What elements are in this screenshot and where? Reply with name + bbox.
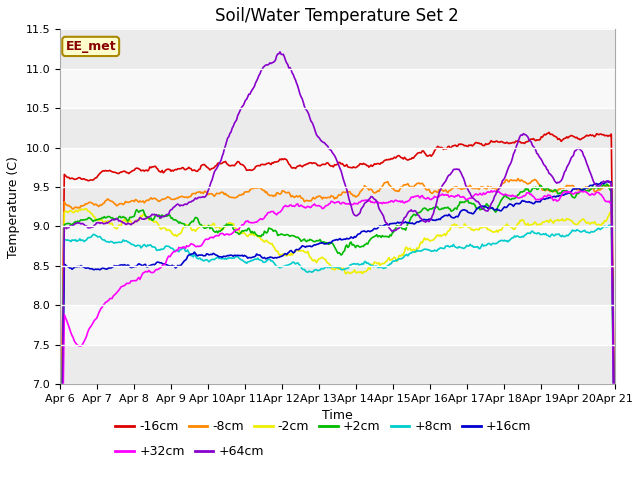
-2cm [324, 260, 332, 266]
-8cm [356, 189, 364, 195]
-2cm [387, 257, 395, 263]
-8cm [386, 183, 394, 189]
+8cm [356, 262, 364, 267]
+8cm [511, 233, 518, 239]
-8cm [598, 185, 606, 191]
+64cm [276, 49, 284, 55]
X-axis label: Time: Time [322, 409, 353, 422]
Title: Soil/Water Temperature Set 2: Soil/Water Temperature Set 2 [215, 7, 459, 25]
-16cm [386, 156, 394, 162]
+32cm [598, 193, 606, 199]
Bar [60, 227, 614, 266]
+16cm [611, 462, 618, 468]
Line: -16cm: -16cm [60, 132, 614, 480]
-2cm [611, 479, 618, 480]
+16cm [386, 221, 394, 227]
+16cm [597, 180, 605, 185]
+8cm [597, 226, 605, 231]
+8cm [323, 264, 330, 270]
-16cm [319, 161, 327, 167]
+2cm [597, 185, 605, 191]
Bar [60, 108, 614, 147]
+32cm [319, 205, 327, 211]
Bar [60, 147, 614, 187]
-16cm [323, 160, 330, 166]
-2cm [512, 225, 520, 230]
+16cm [319, 240, 327, 246]
Line: +16cm: +16cm [60, 181, 614, 480]
Y-axis label: Temperature (C): Temperature (C) [7, 156, 20, 258]
Text: EE_met: EE_met [65, 40, 116, 53]
-8cm [323, 195, 330, 201]
-2cm [81, 206, 89, 212]
Bar [60, 69, 614, 108]
+32cm [356, 199, 364, 205]
-8cm [514, 176, 522, 181]
-16cm [545, 130, 553, 135]
Legend: +32cm, +64cm: +32cm, +64cm [111, 440, 269, 463]
Line: +2cm: +2cm [60, 184, 614, 480]
Line: -2cm: -2cm [60, 209, 614, 480]
+64cm [611, 462, 618, 468]
+2cm [611, 469, 618, 475]
-16cm [511, 140, 518, 145]
+32cm [611, 474, 618, 480]
Line: +8cm: +8cm [60, 225, 614, 480]
+64cm [387, 228, 395, 233]
Bar [60, 305, 614, 345]
-16cm [598, 132, 606, 138]
+64cm [321, 140, 328, 145]
+16cm [603, 179, 611, 184]
+8cm [386, 261, 394, 267]
-2cm [357, 269, 365, 275]
+2cm [511, 195, 518, 201]
+64cm [357, 206, 365, 212]
Bar [60, 266, 614, 305]
+16cm [323, 241, 330, 247]
+64cm [512, 145, 520, 151]
+32cm [512, 193, 520, 199]
Bar [60, 345, 614, 384]
-8cm [611, 464, 618, 469]
Line: +64cm: +64cm [60, 52, 614, 480]
Line: +32cm: +32cm [60, 191, 614, 480]
+64cm [324, 144, 332, 149]
+16cm [356, 231, 364, 237]
+32cm [488, 188, 495, 193]
-8cm [511, 178, 518, 183]
-8cm [319, 194, 327, 200]
+32cm [323, 203, 330, 208]
+2cm [603, 181, 611, 187]
-16cm [611, 432, 618, 437]
+2cm [386, 232, 394, 238]
+64cm [598, 180, 606, 185]
+2cm [323, 240, 330, 245]
+2cm [319, 239, 327, 245]
-2cm [598, 220, 606, 226]
Bar [60, 29, 614, 69]
Line: -8cm: -8cm [60, 179, 614, 480]
+8cm [319, 266, 327, 272]
+8cm [607, 222, 615, 228]
+32cm [386, 199, 394, 205]
-16cm [356, 161, 364, 167]
Bar [60, 187, 614, 227]
+2cm [356, 244, 364, 250]
-2cm [321, 256, 328, 262]
+16cm [511, 202, 518, 207]
